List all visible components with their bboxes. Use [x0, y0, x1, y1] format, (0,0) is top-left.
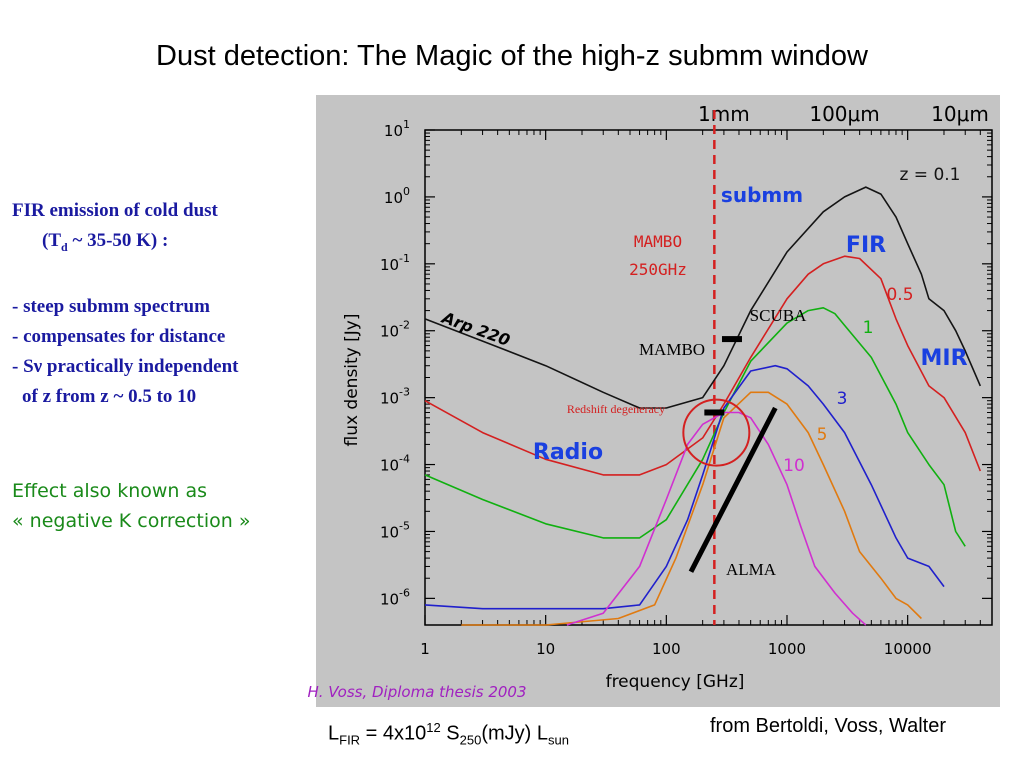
luminosity-formula: LFIR = 4x1012 S250(mJy) Lsun [328, 720, 569, 748]
submm-label: submm [721, 183, 803, 207]
mambo-label: MAMBO [639, 340, 705, 359]
series-label: 0.5 [886, 285, 913, 305]
redshift-degeneracy-circle [682, 398, 751, 467]
bullet-independent: - Sν practically independent [12, 355, 239, 377]
effect-line1: Effect also known as [12, 480, 208, 502]
y-tick-label: 10-4 [380, 453, 410, 475]
series-line-3 [424, 364, 945, 610]
x-tick-label: 1000 [768, 640, 806, 658]
y-tick-label: 10-3 [380, 386, 410, 408]
y-tick-label: 10-6 [380, 586, 410, 608]
x-tick-label: 1 [420, 640, 430, 658]
series-label: 5 [817, 425, 828, 445]
plot-frame [424, 129, 993, 626]
series-line-z01 [424, 186, 982, 409]
y-tick-label: 100 [384, 185, 410, 207]
x-tick-label: 10 [536, 640, 555, 658]
thesis-credit: H. Voss, Diploma thesis 2003 [307, 683, 526, 701]
ghz-freq-label: 250GHz [629, 260, 687, 279]
slide-title: Dust detection: The Magic of the high-z … [156, 40, 868, 72]
bullet-fir: FIR emission of cold dust [12, 200, 218, 221]
y-tick-label: 10-1 [380, 252, 410, 274]
series-line-5 [461, 391, 922, 626]
alma-sensitivity-line [688, 406, 778, 573]
series-label: z = 0.1 [899, 165, 960, 185]
mambo-freq-label: MAMBO [634, 232, 682, 251]
x-tick-label: 100 [652, 640, 681, 658]
sensitivity-mark-mambo [704, 409, 725, 416]
series-label: 10 [783, 456, 805, 476]
y-axis-label: flux density [Jy] [342, 313, 362, 446]
fir-label: FIR [846, 233, 886, 258]
top-axis-label: 10μm [931, 102, 989, 126]
x-tick-label: 10000 [884, 640, 932, 658]
bullet-z-range: of z from z ~ 0.5 to 10 [22, 385, 197, 407]
y-tick-label: 101 [384, 118, 410, 140]
top-axis-label: 100μm [809, 102, 879, 126]
sensitivity-mark-scuba [721, 336, 742, 343]
redshift-degeneracy-label: Redshift degeneracy [567, 402, 665, 416]
series-line-05 [424, 255, 982, 476]
series-label: 3 [837, 389, 848, 409]
series-line-1 [424, 307, 966, 547]
alma-label: ALMA [726, 560, 777, 579]
source-credit: from Bertoldi, Voss, Walter [710, 715, 946, 737]
mir-label: MIR [920, 346, 967, 371]
bullet-compensates: - compensates for distance [12, 325, 226, 347]
scuba-label: SCUBA [750, 306, 807, 325]
bullet-temperature: (Td ~ 35-50 K) : [42, 230, 169, 254]
bullet-steep: - steep submm spectrum [12, 295, 210, 317]
y-tick-label: 10-5 [380, 519, 410, 541]
y-tick-label: 10-2 [380, 319, 410, 341]
series-label: 1 [863, 318, 874, 338]
arp220-label: Arp 220 [438, 307, 513, 350]
radio-label: Radio [533, 440, 603, 465]
effect-line2: « negative K correction » [12, 510, 251, 532]
effect-note: Effect also known as « negative K correc… [12, 476, 250, 536]
top-axis-label: 1mm [698, 102, 750, 126]
x-axis-label: frequency [GHz] [606, 672, 745, 692]
bullet-text: FIR emission of cold dust (Td ~ 35-50 K)… [12, 196, 312, 412]
